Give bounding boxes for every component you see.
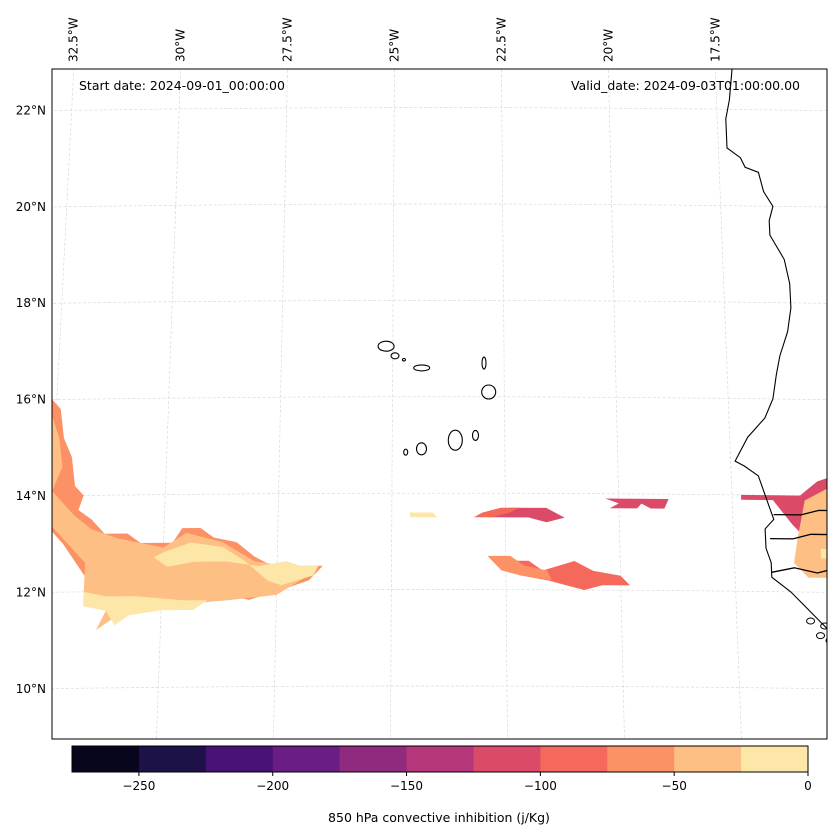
colorbar-tick-label: −150 [390,779,423,793]
lon-tick-label: 22.5°W [494,17,508,62]
bijagos-island [816,632,826,640]
lon-tick-label: 17.5°W [708,17,722,62]
gridline-lat [52,396,827,401]
lon-tick-label: 32.5°W [67,17,81,62]
colorbar-tick-label: −250 [122,779,155,793]
cin-region-central-band-south-outer [487,555,552,581]
lat-tick-label: 18°N [16,296,46,310]
island-santa-luzia [401,357,406,362]
coastline-west-africa [725,69,827,630]
cin-region-western-band-mid [52,415,309,631]
colorbar-segment [540,746,608,772]
bijagos-island [825,637,827,644]
lat-tick-label: 20°N [16,200,46,214]
gridline-lat [52,203,827,208]
cin-region-central-band-south [505,560,630,590]
island-brava [403,448,409,456]
lat-tick-label: 10°N [16,682,46,696]
map-frame [51,68,828,740]
lon-tick-label: 25°W [388,29,402,62]
bijagos-island [820,622,827,630]
lon-tick-label: 27.5°W [281,17,295,62]
cin-region-central-band-north-outer [473,507,519,518]
lat-tick-label: 12°N [16,585,46,599]
colorbar-segment [406,746,474,772]
colorbar-label: 850 hPa convective inhibition (j/Kg) [328,810,550,825]
island-santiago [447,429,463,451]
colorbar-tick-label: 0 [804,779,812,793]
lon-tick-label: 20°W [601,29,615,62]
latitude-tick-labels: 22°N 20°N 18°N 16°N 14°N 12°N 10°N [16,103,46,695]
colorbar-ticks: −250 −200 −150 −100 −50 0 [122,772,812,793]
colorbar-segment [473,746,541,772]
bijagos-island [806,617,816,625]
cin-region-central-band-north-west [410,512,438,518]
colorbar-segment [607,746,675,772]
colorbar-frame [71,745,809,773]
island-sao-nicolau [413,364,431,372]
gridline-lat [52,107,827,112]
cin-region-eastern-band [605,498,669,509]
lat-tick-label: 14°N [16,489,46,503]
island-fogo [415,442,428,456]
valid-date-annotation: Valid_date: 2024-09-03T01:00:00.00 [571,78,800,93]
gridline-lon [608,69,625,739]
cin-filled-regions [52,399,827,631]
cin-region-coast-core [820,548,827,559]
longitude-tick-labels: 32.5°W 30°W 27.5°W 25°W 22.5°W 20°W 17.5°W [67,17,723,62]
island-santo-antao [377,340,395,352]
island-sao-vicente [390,352,400,360]
gridline-lon [501,69,508,739]
colorbar-segment [205,746,274,772]
gridline-lon [390,69,395,739]
gridline-lon [273,69,288,739]
lon-tick-label: 30°W [174,29,188,62]
colorbar-segment [72,746,140,772]
lat-tick-label: 16°N [16,393,46,407]
colorbar-segment [339,746,407,772]
colorbar [71,745,809,773]
colorbar-tick-label: −100 [524,779,557,793]
cin-region-western-band-lower-core [83,591,208,626]
colorbar-segment [272,746,341,772]
colorbar-segment [674,746,742,772]
start-date-annotation: Start date: 2024-09-01_00:00:00 [79,78,285,93]
colorbar-tick-label: −50 [662,779,687,793]
coastlines [377,69,827,644]
island-maio [471,429,480,441]
map-background [52,69,827,739]
border-guinea-bissau [771,567,827,574]
island-sal [481,356,487,370]
border-gambia-south [770,533,827,540]
gridline-lat [52,492,827,497]
gridline-lon [156,69,181,739]
gridline-lat [52,685,827,690]
island-boa-vista [481,384,497,400]
lat-tick-label: 22°N [16,103,46,117]
colorbar-segment [138,746,207,772]
border-gambia-north [773,509,827,516]
cin-region-western-band-core [153,542,319,586]
colorbar-segment [741,746,809,772]
colorbar-tick-label: −200 [256,779,289,793]
